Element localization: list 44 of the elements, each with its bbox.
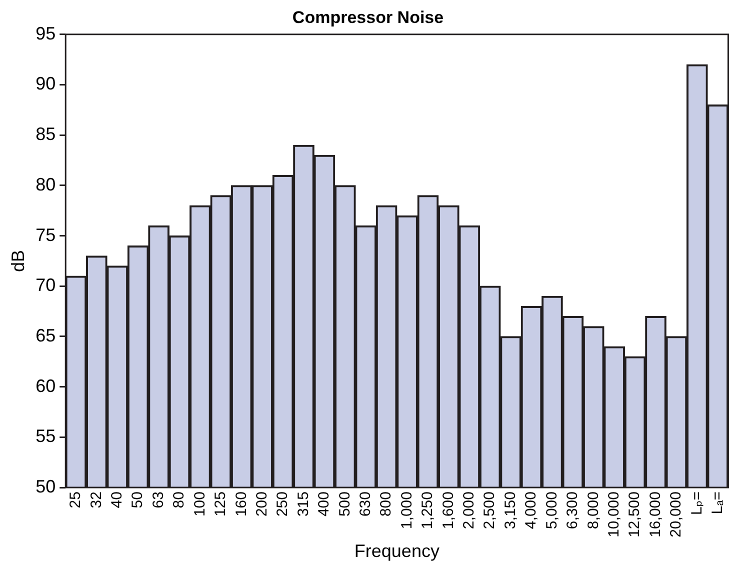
- x-tick-label: 16,000: [646, 492, 664, 538]
- x-tick-label: 12,500: [626, 492, 644, 538]
- y-tick-label: 65: [36, 325, 56, 346]
- x-tick-label: 63: [150, 492, 167, 508]
- x-tick-label: 10,000: [605, 492, 622, 538]
- y-axis-title: dB: [8, 250, 28, 272]
- x-tick-label: 1,250: [419, 492, 436, 530]
- x-tick-label: 2,500: [481, 492, 498, 530]
- x-tick-label: 800: [378, 492, 395, 517]
- x-tick-label: 315: [294, 492, 312, 517]
- x-tick-label: 400: [316, 492, 333, 517]
- x-tick-label: Lₐ=: [709, 491, 726, 514]
- x-axis-title: Frequency: [354, 541, 440, 562]
- x-tick-label: 50: [129, 492, 146, 508]
- x-tick-label: 630: [357, 492, 374, 517]
- x-tick-label: 8,000: [584, 492, 602, 530]
- y-tick-label: 90: [36, 74, 56, 94]
- x-tick-label: 1,600: [440, 492, 457, 530]
- y-tick-label: 70: [36, 275, 56, 296]
- x-tick-label: 3,150: [502, 492, 519, 530]
- x-tick-label: 125: [212, 492, 230, 517]
- y-tick-label: 80: [36, 174, 56, 194]
- x-tick-label: 4,000: [522, 492, 540, 530]
- y-tick-label: 55: [36, 426, 56, 446]
- y-tick-label: 75: [36, 224, 56, 245]
- x-tick-label: 160: [232, 492, 250, 517]
- x-tick-label: 6,300: [564, 492, 582, 530]
- x-tick-label: 100: [191, 492, 208, 517]
- x-tick-label: 2,000: [460, 492, 478, 530]
- x-tick-label: 1,000: [398, 492, 416, 530]
- y-tick-label: 95: [36, 23, 56, 44]
- x-tick-label: 5,000: [543, 492, 560, 530]
- y-tick-label: 60: [36, 376, 56, 396]
- x-tick-label: 40: [108, 492, 126, 508]
- x-tick-label: 25: [67, 492, 84, 508]
- x-tick-label: 200: [253, 492, 270, 517]
- x-tick-label: 20,000: [668, 492, 685, 538]
- x-tick-label: 500: [336, 492, 354, 517]
- y-tick-label: 85: [36, 124, 56, 144]
- x-tick-label: Lₚ=: [688, 491, 706, 516]
- x-tick-label: 250: [274, 492, 292, 517]
- x-tick-label: 32: [88, 492, 105, 508]
- x-tick-label: 80: [170, 492, 188, 508]
- chart-title: Compressor Noise: [292, 8, 444, 27]
